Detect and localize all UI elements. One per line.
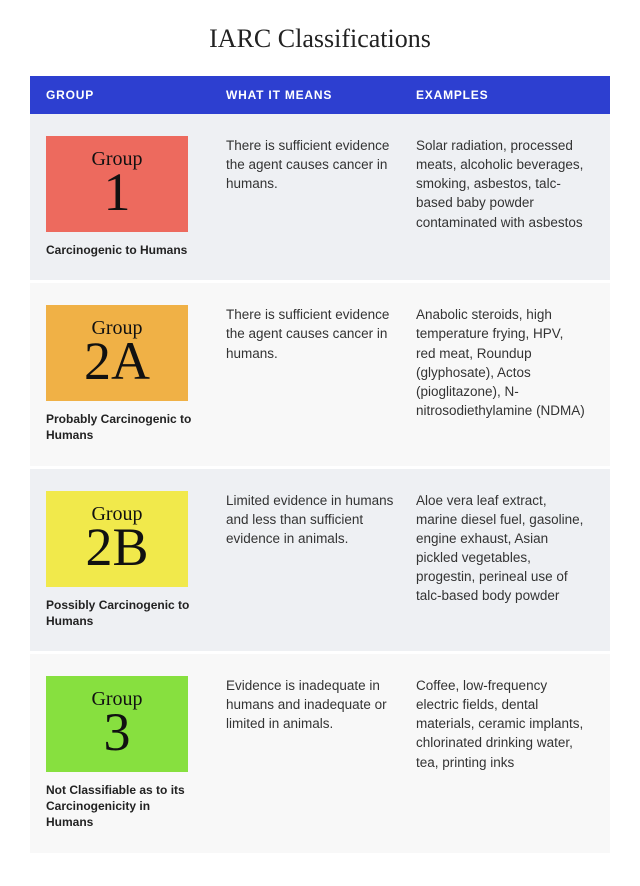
meaning-text: There is sufficient evidence the agent c… — [226, 136, 416, 258]
group-cell: Group 2A Probably Carcinogenic to Humans — [46, 305, 226, 443]
badge-code: 1 — [104, 165, 131, 219]
page-title: IARC Classifications — [30, 24, 610, 54]
group-badge: Group 2A — [46, 305, 188, 401]
group-label: Carcinogenic to Humans — [46, 242, 196, 258]
group-badge: Group 3 — [46, 676, 188, 772]
meaning-text: Evidence is inadequate in humans and ina… — [226, 676, 416, 831]
badge-code: 3 — [104, 705, 131, 759]
examples-text: Coffee, low-frequency electric fields, d… — [416, 676, 594, 831]
table-row: Group 2A Probably Carcinogenic to Humans… — [30, 283, 610, 468]
examples-text: Anabolic steroids, high temperature fryi… — [416, 305, 594, 443]
examples-text: Aloe vera leaf extract, marine diesel fu… — [416, 491, 594, 629]
table-row: Group 2B Possibly Carcinogenic to Humans… — [30, 469, 610, 654]
meaning-text: Limited evidence in humans and less than… — [226, 491, 416, 629]
group-badge: Group 2B — [46, 491, 188, 587]
col-meaning: WHAT IT MEANS — [226, 88, 416, 102]
table-header: GROUP WHAT IT MEANS EXAMPLES — [30, 76, 610, 114]
badge-code: 2B — [85, 520, 148, 574]
group-label: Probably Carcinogenic to Humans — [46, 411, 196, 443]
group-label: Not Classifiable as to its Carcinogenici… — [46, 782, 196, 831]
table-row: Group 1 Carcinogenic to Humans There is … — [30, 114, 610, 283]
examples-text: Solar radiation, processed meats, alcoho… — [416, 136, 594, 258]
classification-table: GROUP WHAT IT MEANS EXAMPLES Group 1 Car… — [30, 76, 610, 856]
badge-code: 2A — [84, 334, 150, 388]
group-label: Possibly Carcinogenic to Humans — [46, 597, 196, 629]
meaning-text: There is sufficient evidence the agent c… — [226, 305, 416, 443]
col-group: GROUP — [46, 88, 226, 102]
table-row: Group 3 Not Classifiable as to its Carci… — [30, 654, 610, 856]
group-cell: Group 2B Possibly Carcinogenic to Humans — [46, 491, 226, 629]
group-cell: Group 3 Not Classifiable as to its Carci… — [46, 676, 226, 831]
col-examples: EXAMPLES — [416, 88, 594, 102]
page: IARC Classifications GROUP WHAT IT MEANS… — [0, 0, 640, 886]
group-cell: Group 1 Carcinogenic to Humans — [46, 136, 226, 258]
group-badge: Group 1 — [46, 136, 188, 232]
